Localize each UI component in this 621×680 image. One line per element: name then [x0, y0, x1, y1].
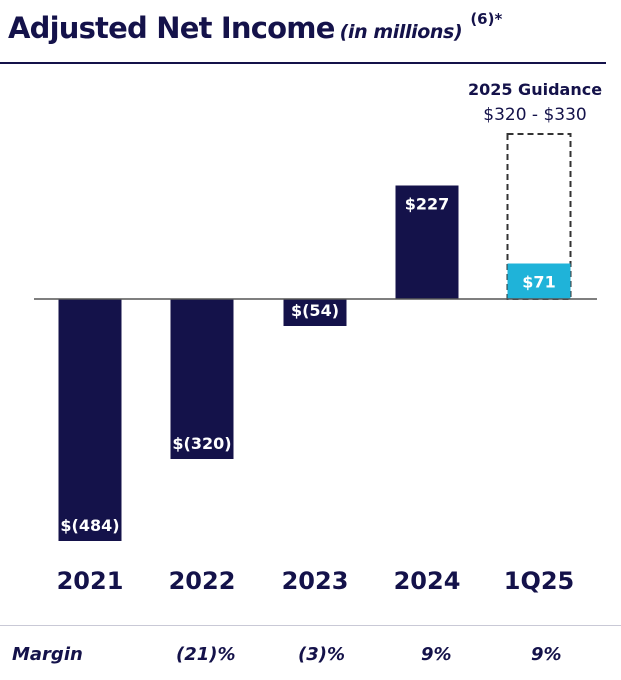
bar-2021	[58, 299, 122, 541]
title-main: Adjusted Net Income	[8, 11, 335, 45]
category-label-2023: 2023	[282, 567, 349, 595]
margin-divider	[0, 625, 621, 626]
title-underline	[0, 62, 606, 64]
category-label-2022: 2022	[169, 567, 236, 595]
net-income-bar-chart: 2025 Guidance $320 - $330 $(484) 2021 $(320)…	[34, 80, 602, 595]
guidance-title: 2025 Guidance	[468, 80, 602, 99]
margin-value-2023: (3)%	[298, 644, 346, 665]
category-label-2021: 2021	[57, 567, 124, 595]
guidance-range-box	[506, 133, 572, 300]
value-label-1q25: $71	[522, 273, 555, 292]
bar-2022	[170, 299, 234, 459]
value-label-2023: $(54)	[291, 301, 339, 320]
margin-value-2024: 9%	[421, 644, 452, 665]
bar-2023	[283, 299, 347, 326]
margin-label: Margin	[12, 644, 83, 665]
chart-title: Adjusted Net Income (in millions) (6)*	[8, 11, 502, 45]
value-label-2022: $(320)	[172, 434, 231, 453]
margin-value-2022: (21)%	[176, 644, 236, 665]
value-label-2021: $(484)	[60, 516, 119, 535]
bar-2024	[395, 185, 459, 299]
title-units: (in millions)	[339, 21, 463, 43]
margin-value-1q25: 9%	[531, 644, 562, 665]
title-footnote-ref: (6)*	[470, 10, 503, 28]
guidance-range-label: $320 - $330	[483, 105, 586, 125]
value-label-2024: $227	[405, 195, 450, 214]
bar-1q25	[507, 263, 571, 299]
category-label-2024: 2024	[394, 567, 461, 595]
category-label-1q25: 1Q25	[504, 567, 575, 595]
